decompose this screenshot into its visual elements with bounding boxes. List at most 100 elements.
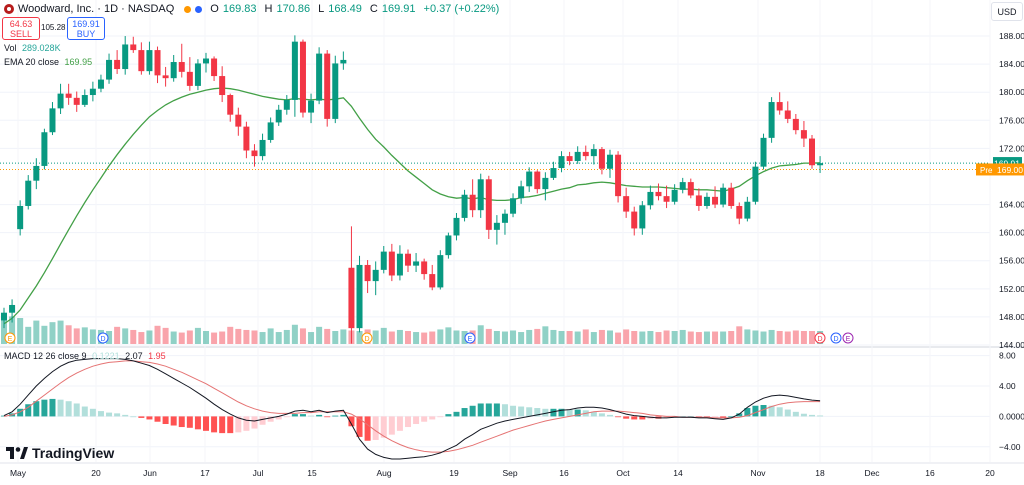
buy-price: 169.91 <box>72 18 100 29</box>
volume-bar <box>607 330 613 344</box>
macd-histogram-bar <box>178 416 185 428</box>
time-tick-label: 20 <box>91 468 101 478</box>
symbol-title[interactable]: Woodward, Inc. · 1D · NASDAQ <box>18 3 175 15</box>
candle-body <box>154 50 161 76</box>
macd-histogram-bar <box>598 413 605 417</box>
sell-price: 64.63 <box>9 18 33 29</box>
price-tick-label: 152.00 <box>999 284 1024 294</box>
currency-button[interactable]: USD <box>991 2 1023 21</box>
candle-body <box>332 63 339 119</box>
candle-body <box>316 53 323 101</box>
candle-body <box>275 109 282 123</box>
volume-bar <box>194 327 201 344</box>
macd-histogram-bar <box>429 416 436 420</box>
time-tick-label: 14 <box>673 468 683 478</box>
candle-body <box>33 165 40 181</box>
candle-body <box>639 205 646 229</box>
macd-histogram-bar <box>291 414 298 417</box>
volume-bar <box>744 329 751 344</box>
macd-histogram-bar <box>227 416 234 434</box>
volume-bar <box>146 330 153 344</box>
volume-bar <box>421 332 428 344</box>
candle-body <box>720 187 727 205</box>
candle-body <box>744 201 751 219</box>
macd-histogram-bar <box>469 405 476 417</box>
macd-histogram-bar <box>235 416 242 433</box>
time-tick-label: Jun <box>143 468 157 478</box>
macd-histogram-bar <box>332 415 339 417</box>
volume-bar <box>493 331 500 344</box>
volume-bar <box>720 331 727 344</box>
macd-histogram-bar <box>356 416 363 437</box>
macd-histogram-bar <box>792 411 799 417</box>
volume-bar <box>283 329 290 344</box>
high-value: 170.86 <box>276 3 311 15</box>
macd-histogram-bar <box>405 416 411 428</box>
price-tick-label: 156.00 <box>999 256 1024 266</box>
macd-histogram-bar <box>170 416 177 426</box>
macd-histogram-bar <box>728 416 735 418</box>
volume-bar <box>784 331 791 344</box>
volume-bar <box>203 331 209 344</box>
ema-label: EMA 20 close <box>4 57 60 67</box>
volume-bar <box>243 329 250 344</box>
candle-body <box>429 274 436 288</box>
event-marker <box>464 332 476 344</box>
macd-histogram-bar <box>162 416 169 424</box>
volume-bar <box>671 331 678 344</box>
macd-histogram-bar <box>41 399 48 417</box>
macd-histogram-bar <box>299 414 306 417</box>
candle-body <box>510 198 517 214</box>
macd-histogram-bar <box>760 405 767 417</box>
candle-body <box>768 102 775 138</box>
change-value: +0.37 (+0.22%) <box>423 3 500 15</box>
macd-histogram-bar <box>615 416 622 418</box>
time-tick-label: 17 <box>200 468 210 478</box>
open-label: O <box>210 3 219 15</box>
low-label: L <box>318 3 325 15</box>
sell-button[interactable]: 64.63 SELL <box>2 17 40 40</box>
candle-body <box>671 189 678 202</box>
buy-button[interactable]: 169.91 BUY <box>67 17 105 40</box>
volume-bar <box>445 327 452 344</box>
candle-body <box>194 63 201 86</box>
candle-body <box>1 312 7 321</box>
volume-bar <box>598 329 605 344</box>
macd-histogram-bar <box>138 416 145 418</box>
candle-body <box>97 79 104 89</box>
tradingview-logo[interactable]: TradingView <box>6 445 114 461</box>
time-tick-label: Dec <box>864 468 880 478</box>
sell-label: SELL <box>9 28 33 39</box>
candle-body <box>550 168 557 178</box>
candle-body <box>574 151 581 162</box>
volume-bar <box>388 331 395 344</box>
candle-body <box>291 41 298 100</box>
price-tick-label: 176.00 <box>999 115 1024 125</box>
candle-body <box>25 180 32 206</box>
pre-price-label: 169.00 <box>997 165 1023 175</box>
volume-bar <box>413 332 420 344</box>
ema-legend[interactable]: EMA 20 close 169.95 <box>4 57 92 67</box>
macd-histogram-bar <box>114 413 121 417</box>
event-marker-label: E <box>468 336 473 343</box>
volume-bar <box>695 332 702 344</box>
candle-body <box>582 151 589 157</box>
macd-signal-value: 1.95 <box>148 351 166 361</box>
macd-histogram-bar <box>744 408 751 417</box>
volume-legend[interactable]: Vol 289.028K <box>4 43 61 53</box>
volume-bar <box>663 330 670 344</box>
macd-histogram-bar <box>809 414 815 417</box>
candle-body <box>81 95 88 105</box>
volume-bar <box>792 330 799 344</box>
volume-bar <box>138 332 145 344</box>
macd-legend[interactable]: MACD 12 26 close 9 0.1221 2.07 1.95 <box>4 351 166 361</box>
candle-body <box>809 138 815 166</box>
macd-histogram-bar <box>211 416 218 433</box>
time-tick-label: May <box>10 468 27 478</box>
macd-histogram-bar <box>485 403 492 417</box>
event-marker <box>830 332 842 344</box>
macd-tick-label: 8.00 <box>999 351 1016 361</box>
macd-histogram-bar <box>510 405 517 417</box>
